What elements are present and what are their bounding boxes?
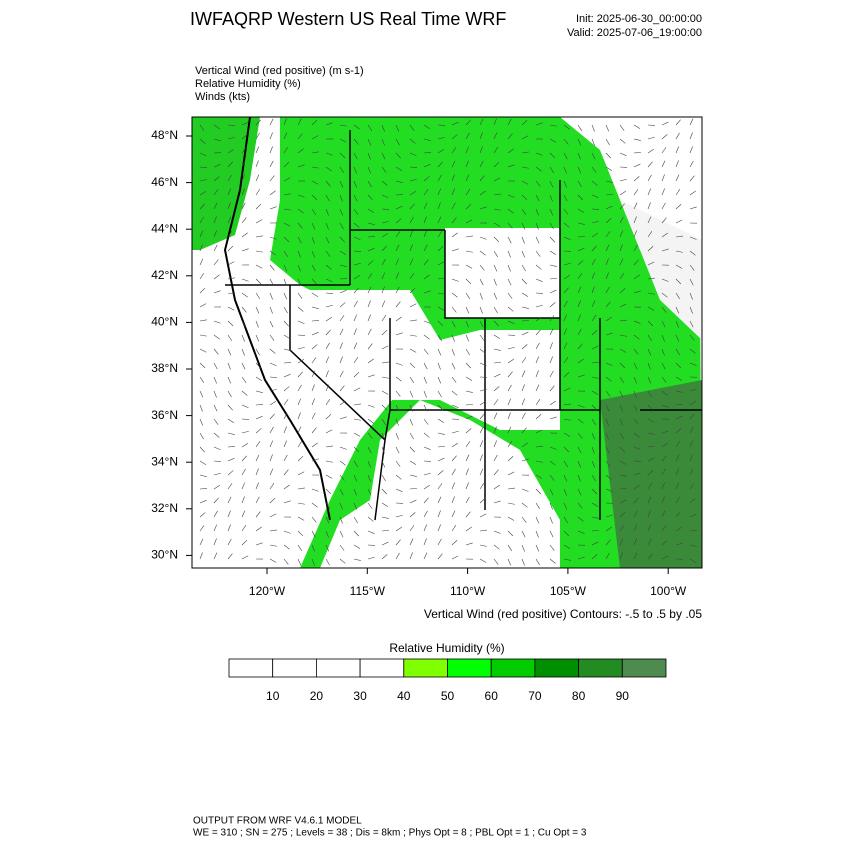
colorbar-tick-label: 10 <box>266 689 280 703</box>
lat-label: 32°N <box>151 501 178 515</box>
colorbar-tick-label: 50 <box>441 689 455 703</box>
lon-label: 115°W <box>350 584 386 598</box>
lon-label: 105°W <box>550 584 587 598</box>
colorbar-box <box>622 659 666 677</box>
colorbar-tick-label: 60 <box>485 689 499 703</box>
lat-label: 36°N <box>151 408 178 422</box>
colorbar-box <box>316 659 360 677</box>
lon-label: 120°W <box>249 584 286 598</box>
footer-line: WE = 310 ; SN = 275 ; Levels = 38 ; Dis … <box>193 828 587 839</box>
lat-label: 38°N <box>151 361 178 375</box>
colorbar-tick-label: 80 <box>572 689 586 703</box>
lat-label: 34°N <box>151 454 178 468</box>
field-label: Winds (kts) <box>195 91 250 103</box>
colorbar-box <box>404 659 448 677</box>
contour-note: Vertical Wind (red positive) Contours: -… <box>424 607 702 621</box>
footer-line: OUTPUT FROM WRF V4.6.1 MODEL <box>193 816 362 827</box>
valid-time: Valid: 2025-07-06_19:00:00 <box>567 27 702 39</box>
colorbar-box <box>491 659 535 677</box>
title: IWFAQRP Western US Real Time WRF <box>190 9 506 29</box>
colorbar-tick-label: 30 <box>353 689 367 703</box>
field-label: Relative Humidity (%) <box>195 78 301 90</box>
colorbar-box <box>273 659 317 677</box>
colorbar-box <box>535 659 579 677</box>
lat-label: 48°N <box>151 128 178 142</box>
lon-label: 110°W <box>450 584 486 598</box>
colorbar-box <box>229 659 273 677</box>
lat-label: 30°N <box>151 548 178 562</box>
lat-label: 44°N <box>151 221 178 235</box>
dry-area <box>445 228 560 318</box>
map <box>192 117 702 568</box>
colorbar-tick-label: 40 <box>397 689 411 703</box>
colorbar-title: Relative Humidity (%) <box>389 641 504 655</box>
lat-label: 40°N <box>151 315 178 329</box>
colorbar-box <box>448 659 492 677</box>
colorbar-box <box>360 659 404 677</box>
colorbar-tick-label: 20 <box>310 689 324 703</box>
colorbar-tick-label: 90 <box>616 689 630 703</box>
field-label: Vertical Wind (red positive) (m s-1) <box>195 65 364 77</box>
colorbar-tick-label: 70 <box>528 689 542 703</box>
init-time: Init: 2025-06-30_00:00:00 <box>576 13 702 25</box>
lon-label: 100°W <box>650 584 687 598</box>
lat-label: 46°N <box>151 175 178 189</box>
colorbar-box <box>579 659 623 677</box>
lat-label: 42°N <box>151 268 178 282</box>
